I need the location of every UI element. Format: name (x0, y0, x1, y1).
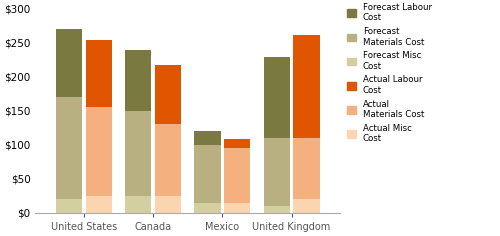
Bar (125, 196, 152, 213)
Bar (194, 131, 220, 145)
Bar (264, 138, 290, 206)
Bar (56, 97, 82, 199)
Bar (294, 35, 320, 138)
Bar (155, 124, 181, 196)
Legend: Forecast Labour
Cost, Forecast
Materials Cost, Forecast Misc
Cost, Actual Labour: Forecast Labour Cost, Forecast Materials… (348, 3, 432, 143)
Bar (224, 203, 250, 213)
Bar (294, 138, 320, 199)
Bar (56, 199, 82, 213)
Bar (294, 199, 320, 213)
Bar (224, 148, 250, 203)
Bar (194, 203, 220, 213)
Bar (86, 107, 112, 196)
Bar (86, 196, 112, 213)
Bar (56, 29, 82, 97)
Bar (264, 56, 290, 138)
Bar (125, 111, 152, 196)
Bar (264, 206, 290, 213)
Bar (125, 50, 152, 111)
Bar (86, 39, 112, 107)
Bar (194, 145, 220, 203)
Bar (224, 139, 250, 148)
Bar (155, 196, 181, 213)
Bar (155, 65, 181, 124)
